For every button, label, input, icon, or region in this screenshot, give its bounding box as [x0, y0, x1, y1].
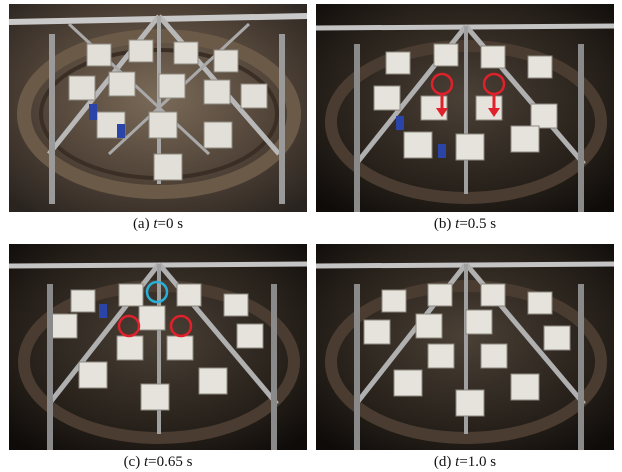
structure-photo-b — [316, 4, 614, 212]
photo-b — [316, 4, 614, 212]
photo-c — [9, 244, 307, 450]
red-circle-marker — [482, 72, 506, 117]
caption-c: (c) t=0.65 s — [123, 454, 193, 470]
structure-photo-c — [9, 244, 307, 450]
caption-a: (a) t=0 s — [132, 216, 184, 232]
red-circle-marker — [430, 72, 454, 117]
caption-d: (d) t=1.0 s — [433, 454, 497, 470]
structure-photo-a — [9, 4, 307, 212]
caption-b: (b) t=0.5 s — [433, 216, 497, 232]
photo-a — [9, 4, 307, 212]
red-circle-marker — [169, 314, 193, 338]
structure-photo-d — [316, 244, 614, 450]
red-circle-marker — [117, 314, 141, 338]
photo-d — [316, 244, 614, 450]
cyan-circle-marker — [145, 280, 169, 304]
